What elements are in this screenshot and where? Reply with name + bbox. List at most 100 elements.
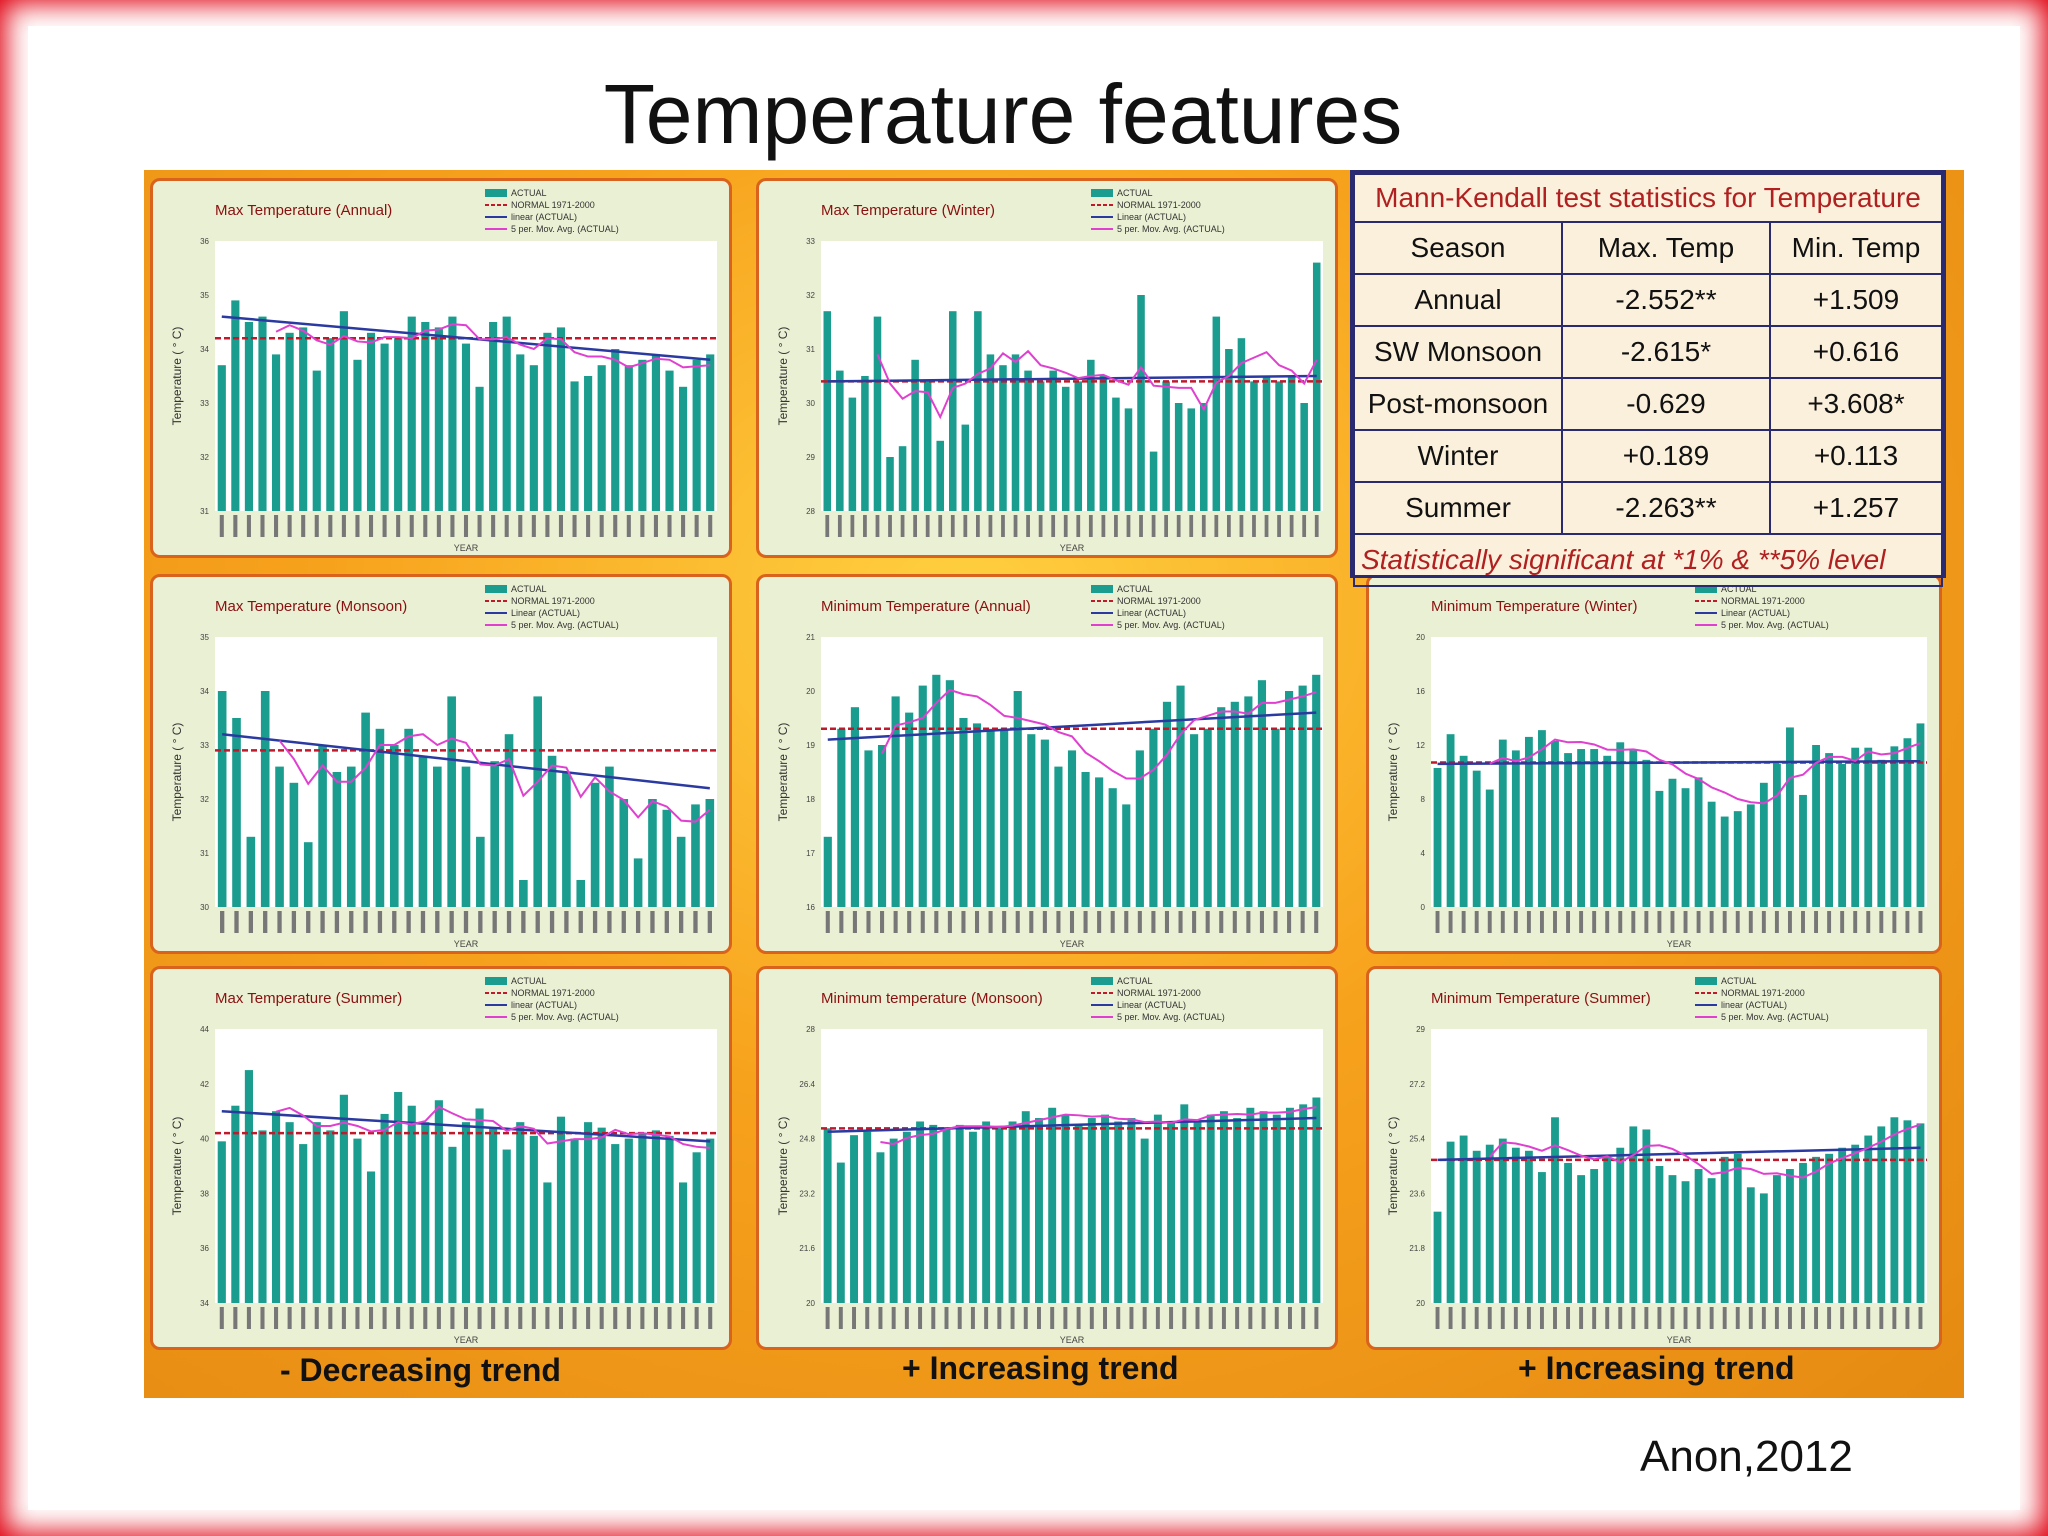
y-tick-label: 20 [806,687,815,696]
bar [624,1138,633,1303]
y-tick-label: 0 [1421,903,1426,912]
bar [1446,1141,1455,1303]
x-tick-label [1226,515,1231,537]
bar [1642,759,1651,907]
x-tick-label [918,1307,923,1329]
x-tick-label [1722,911,1727,933]
bar [389,745,399,907]
x-tick-label [1644,1307,1649,1329]
bar [421,1122,430,1303]
bar [1285,691,1294,907]
x-tick-label [1259,911,1264,933]
legend-swatch [485,189,507,197]
x-tick-label [1918,1307,1923,1329]
x-tick-label [586,1307,591,1329]
bar [244,322,253,511]
x-tick-label [1124,911,1129,933]
x-tick-label [1103,1307,1108,1329]
x-tick-label [1879,911,1884,933]
table-cell: +0.189 [1561,429,1771,483]
bar [886,457,894,511]
x-tick-label [277,911,282,933]
x-tick-label [1461,1307,1466,1329]
table-caption: Mann-Kendall test statistics for Tempera… [1353,173,1943,223]
bar [1681,1181,1690,1303]
x-tick-label [1164,515,1169,537]
y-axis-label: Temperature ( ° C) [776,723,790,822]
bar [1642,1129,1651,1303]
x-tick-label [1239,515,1244,537]
chart-title: Max Temperature (Winter) [821,202,995,219]
x-tick-label [1579,911,1584,933]
bar [891,696,900,907]
bar [1074,1124,1083,1303]
x-tick-label [640,515,645,537]
bar [1272,1114,1281,1303]
x-tick-label [564,911,569,933]
bar [312,370,321,511]
bar [1027,734,1036,907]
bar [1049,370,1057,511]
bar [1259,1111,1268,1303]
bar [1000,728,1009,907]
bar [1246,1107,1255,1303]
x-tick-label [1097,911,1102,933]
bar [285,332,294,511]
bar [547,755,557,907]
x-tick-label [420,911,426,933]
bar [1312,674,1321,907]
bar [863,1131,872,1303]
legend-entry: ACTUAL [511,976,547,986]
bar [504,734,514,907]
x-tick-label [1474,1307,1479,1329]
x-tick-label [1566,1307,1571,1329]
x-tick-label [653,1307,658,1329]
y-tick-label: 35 [200,633,209,642]
legend-entry: ACTUAL [1117,188,1153,198]
bar [705,799,715,907]
x-tick-label [599,1307,604,1329]
bar [837,728,846,907]
bar [911,359,919,511]
bar [679,386,688,511]
legend-entry: NORMAL 1971-2000 [1117,596,1201,606]
bar [1008,1121,1017,1303]
bar [1087,1118,1096,1303]
x-tick-label [1023,1307,1028,1329]
chart-max-summer: Max Temperature (Summer) ACTUAL NORMAL 197… [170,976,717,1345]
bar [1851,1144,1860,1303]
x-tick-label [878,1307,883,1329]
moving-average-line [275,323,711,369]
legend-entry: 5 per. Mov. Avg. (ACTUAL) [511,224,619,234]
x-tick-label [1526,911,1531,933]
bar [1864,747,1873,907]
chart-max-winter: Max Temperature (Winter) ACTUAL NORMAL 197… [776,188,1323,553]
y-tick-label: 31 [200,507,209,516]
bar [1590,749,1599,907]
x-tick-label [246,1307,251,1329]
bar [850,707,859,907]
x-tick-label [368,515,374,537]
bar [651,354,661,511]
y-tick-label: 32 [200,453,209,462]
table-cell: Annual [1353,273,1563,327]
bar [1193,1121,1202,1303]
x-tick-label [1246,911,1251,933]
bar [1551,1117,1559,1303]
trend-label-decreasing: - Decreasing trend [280,1352,561,1388]
bar [692,359,701,511]
chart-title: Minimum Temperature (Summer) [1431,990,1651,1007]
bar [1511,750,1520,907]
x-tick-label [1526,1307,1531,1329]
y-tick-label: 24.8 [799,1135,815,1144]
bar [889,1138,898,1303]
x-tick-label [837,515,842,537]
x-tick-label [518,1307,523,1329]
x-tick-label [1696,1307,1701,1329]
y-tick-label: 23.2 [799,1189,815,1198]
x-tick-label [355,1307,360,1329]
bar [407,1105,416,1303]
chart-card-max-summer: Max Temperature (Summer) ACTUAL NORMAL 197… [150,966,732,1350]
x-tick-label [664,911,669,933]
x-tick-label [1735,1307,1740,1329]
